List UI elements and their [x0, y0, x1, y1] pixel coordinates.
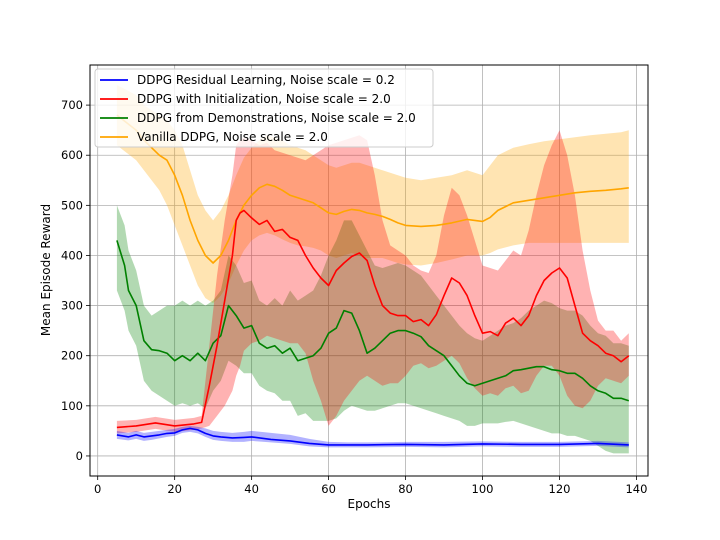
series-2-band: [116, 205, 629, 454]
plot-frame: [89, 64, 649, 477]
series-0-line: [116, 427, 629, 446]
x-tick-label: 80: [398, 482, 413, 496]
legend-label-2: DDPG from Demonstrations, Noise scale = …: [137, 111, 416, 125]
legend: DDPG Residual Learning, Noise scale = 0.…: [94, 68, 434, 148]
legend-box: [94, 68, 434, 148]
series-0-band: [116, 425, 629, 448]
y-tick-label: 100: [61, 399, 83, 413]
y-axis-label: Mean Episode Reward: [39, 204, 53, 336]
y-tick-label: 200: [61, 349, 83, 363]
y-tick-label: 0: [76, 449, 83, 463]
x-tick-label: 20: [167, 482, 182, 496]
y-tick-label: 400: [61, 248, 83, 262]
y-tick-label: 500: [61, 198, 83, 212]
series-3-band: [116, 85, 629, 304]
x-tick-label: 140: [625, 482, 647, 496]
x-tick-label: 0: [94, 482, 101, 496]
x-axis-label: Epochs: [348, 497, 391, 511]
y-tick-label: 600: [61, 148, 83, 162]
x-tick-label: 40: [244, 482, 259, 496]
series-3-line: [116, 114, 629, 264]
x-tick-label: 60: [321, 482, 336, 496]
y-tick-label: 700: [61, 98, 83, 112]
legend-label-3: Vanilla DDPG, Noise scale = 2.0: [137, 130, 328, 144]
legend-label-0: DDPG Residual Learning, Noise scale = 0.…: [137, 73, 395, 87]
x-tick-label: 120: [549, 482, 571, 496]
axis-ticks: 0 20 40 60 80 100 120 140 0 100 200 300 400 500 600 700: [61, 98, 647, 496]
series-1-line: [116, 209, 630, 429]
legend-label-1: DDPG with Initialization, Noise scale = …: [137, 92, 391, 106]
series-lines: [116, 114, 630, 446]
y-tick-label: 300: [61, 299, 83, 313]
x-tick-label: 100: [472, 482, 494, 496]
series-2-line: [116, 240, 630, 402]
